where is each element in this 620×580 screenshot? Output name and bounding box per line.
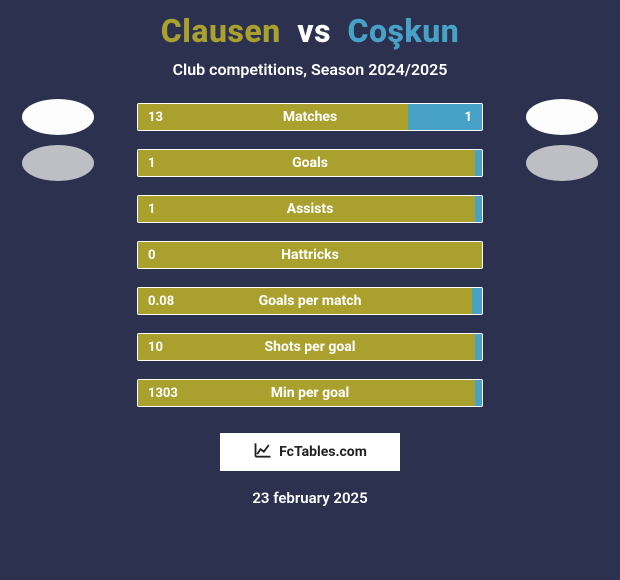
- stat-left-value: 1: [138, 150, 165, 176]
- stat-bar: 1303Min per goal: [137, 379, 483, 407]
- stat-row: 1Goals: [0, 149, 620, 177]
- stat-row: 1Assists: [0, 195, 620, 223]
- stat-bar-right-segment: [475, 380, 482, 406]
- stat-bar-right-segment: [310, 242, 482, 268]
- stat-left-value: 1303: [138, 380, 188, 406]
- date-label: 23 february 2025: [0, 489, 620, 507]
- stat-bar-right-segment: [475, 334, 482, 360]
- stat-bar: 0.08Goals per match: [137, 287, 483, 315]
- player2-name: Coşkun: [347, 12, 459, 50]
- stat-row: 0Hattricks: [0, 241, 620, 269]
- vs-separator: vs: [297, 12, 331, 50]
- stat-bar-right-segment: [475, 150, 482, 176]
- player1-avatar: [22, 99, 94, 135]
- stat-bar: 0Hattricks: [137, 241, 483, 269]
- chart-icon: [253, 440, 273, 464]
- stat-rows-container: 131Matches1Goals1Assists0Hattricks0.08Go…: [0, 103, 620, 407]
- comparison-title: Clausen vs Coşkun: [0, 0, 620, 50]
- attribution-badge: FcTables.com: [220, 433, 400, 471]
- stat-bar: 10Shots per goal: [137, 333, 483, 361]
- stat-row: 10Shots per goal: [0, 333, 620, 361]
- stat-row: 1303Min per goal: [0, 379, 620, 407]
- stat-bar-left-segment: [138, 334, 475, 360]
- stat-bar-right-segment: [472, 288, 482, 314]
- stat-left-value: 0.08: [138, 288, 184, 314]
- player1-avatar: [22, 145, 94, 181]
- subtitle: Club competitions, Season 2024/2025: [0, 60, 620, 79]
- stat-left-value: 1: [138, 196, 165, 222]
- player2-avatar: [526, 145, 598, 181]
- stat-row: 0.08Goals per match: [0, 287, 620, 315]
- player1-name: Clausen: [161, 12, 281, 50]
- stat-bar-left-segment: [138, 104, 408, 130]
- stat-bar-right-segment: [475, 196, 482, 222]
- stat-row: 131Matches: [0, 103, 620, 131]
- stat-bar: 131Matches: [137, 103, 483, 131]
- stat-left-value: 10: [138, 334, 173, 360]
- stat-left-value: 0: [138, 242, 165, 268]
- stat-right-value: 1: [455, 104, 482, 130]
- player2-avatar: [526, 99, 598, 135]
- stat-bar-left-segment: [138, 196, 475, 222]
- stat-bar-left-segment: [138, 380, 475, 406]
- stat-bar: 1Assists: [137, 195, 483, 223]
- stat-bar: 1Goals: [137, 149, 483, 177]
- stat-left-value: 13: [138, 104, 173, 130]
- stat-bar-left-segment: [138, 150, 475, 176]
- stat-bar-left-segment: [138, 288, 472, 314]
- attribution-text: FcTables.com: [279, 444, 367, 460]
